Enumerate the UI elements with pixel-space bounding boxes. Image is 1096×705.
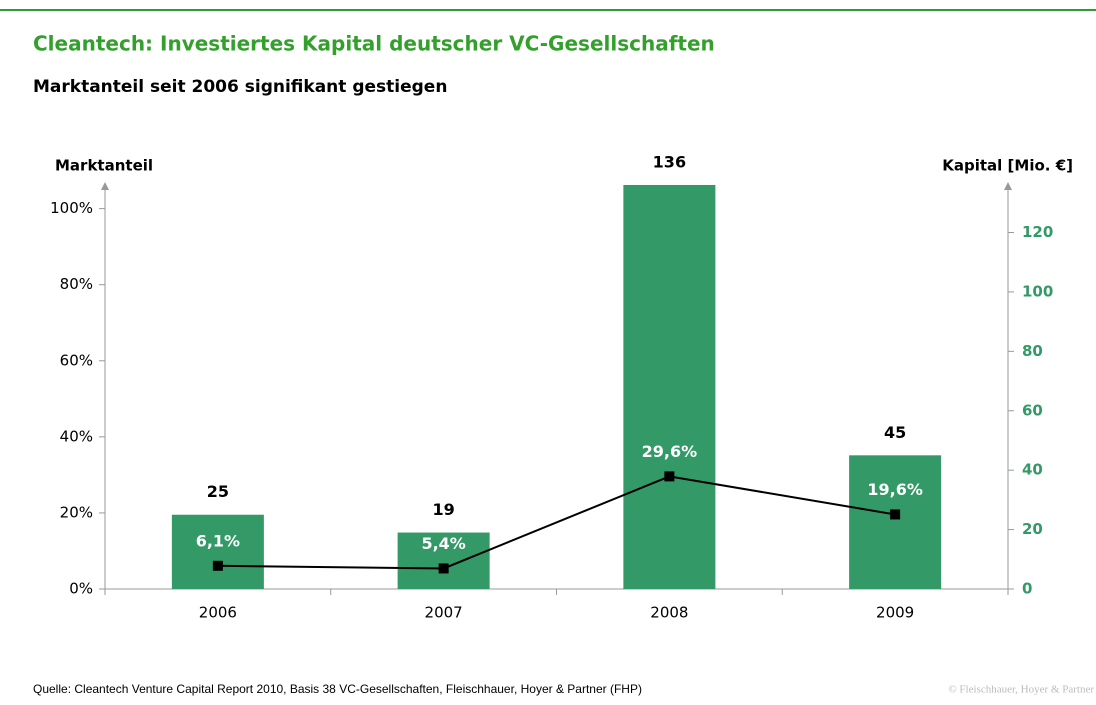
y2-tick-label: 40 — [1022, 461, 1043, 479]
copyright: © Fleischhauer, Hoyer & Partner — [948, 684, 1094, 696]
y2-axis-arrow — [1004, 182, 1012, 190]
line-value-label: 5,4% — [421, 534, 465, 553]
x-tick-label: 2009 — [876, 604, 914, 622]
line-marker — [212, 560, 223, 571]
bar-value-label: 45 — [884, 423, 906, 442]
y-axis-label: Marktanteil — [55, 157, 153, 175]
line — [217, 475, 896, 570]
line-marker — [664, 471, 675, 482]
bar-value-label: 136 — [653, 152, 686, 171]
y-axis-arrow — [101, 182, 109, 190]
y2-tick-label: 20 — [1022, 520, 1043, 538]
y-tick-label: 60% — [60, 351, 93, 369]
bar — [171, 514, 264, 589]
bar — [397, 532, 490, 589]
y2-tick-label: 0 — [1022, 580, 1032, 598]
line-value-label: 19,6% — [867, 480, 923, 499]
y2-axis-label: Kapital [Mio. €] — [942, 157, 1073, 175]
x-tick-label: 2006 — [199, 604, 237, 622]
bar-value-label: 25 — [207, 482, 229, 501]
line-marker — [890, 509, 901, 520]
y-tick-label: 20% — [60, 503, 93, 521]
y-tick-label: 100% — [50, 199, 93, 217]
line-value-label: 6,1% — [196, 531, 240, 550]
y2-tick-label: 100 — [1022, 282, 1053, 300]
bar — [849, 455, 942, 589]
bar — [623, 184, 716, 589]
x-tick-label: 2008 — [650, 604, 688, 622]
y2-tick-label: 80 — [1022, 342, 1043, 360]
source: Quelle: Cleantech Venture Capital Report… — [33, 682, 642, 696]
y-tick-label: 80% — [60, 275, 93, 293]
line-value-label: 29,6% — [642, 442, 698, 461]
bar-value-label: 19 — [432, 500, 454, 519]
line-marker — [438, 563, 449, 574]
chart-title: Cleantech: Investiertes Kapital deutsche… — [33, 32, 715, 56]
y-tick-label: 0% — [69, 580, 93, 598]
y-tick-label: 40% — [60, 427, 93, 445]
x-tick-label: 2007 — [425, 604, 463, 622]
chart-subtitle: Marktanteil seit 2006 signifikant gestie… — [33, 77, 447, 97]
y2-tick-label: 60 — [1022, 401, 1043, 419]
y2-tick-label: 120 — [1022, 223, 1053, 241]
